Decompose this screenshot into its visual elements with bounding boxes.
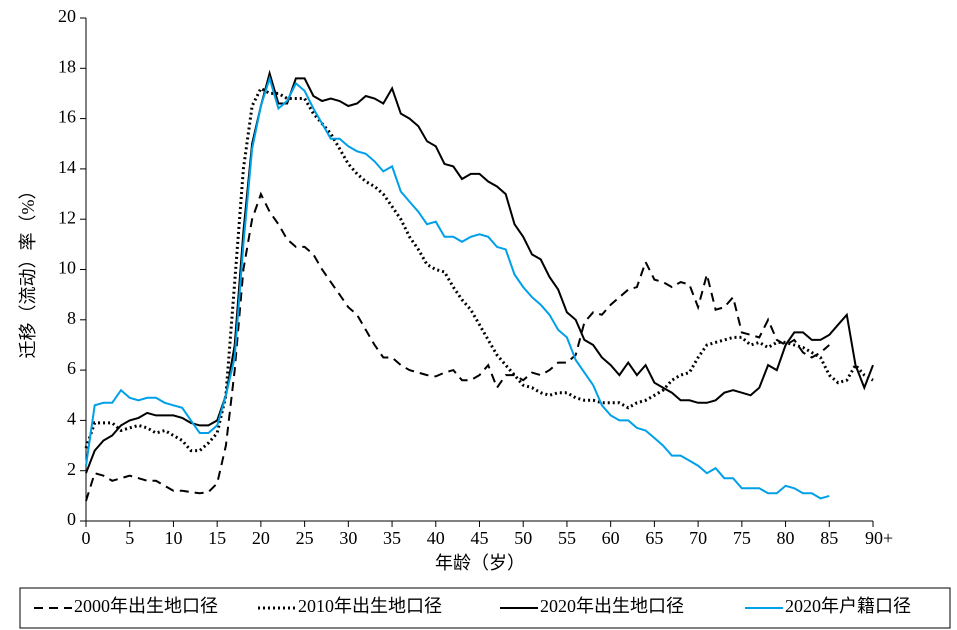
- legend-label: 2010年出生地口径: [298, 596, 442, 616]
- x-tick-label: 90+: [865, 528, 893, 548]
- x-tick-label: 65: [645, 528, 663, 548]
- x-tick-label: 75: [733, 528, 751, 548]
- x-tick-label: 70: [689, 528, 707, 548]
- y-tick-label: 6: [67, 358, 76, 378]
- y-tick-label: 2: [67, 459, 76, 479]
- x-tick-label: 40: [427, 528, 445, 548]
- y-tick-label: 10: [58, 258, 76, 278]
- x-tick-label: 60: [602, 528, 620, 548]
- y-axis-label: 迁移（流动）率（%）: [18, 182, 38, 359]
- y-tick-label: 12: [58, 207, 76, 227]
- x-tick-label: 25: [296, 528, 314, 548]
- y-tick-label: 0: [67, 509, 76, 529]
- x-tick-label: 10: [164, 528, 182, 548]
- y-tick-label: 20: [58, 6, 76, 26]
- series-line: [85, 69, 874, 474]
- x-tick-label: 0: [82, 528, 91, 548]
- x-tick-label: 5: [125, 528, 134, 548]
- x-tick-label: 35: [383, 528, 401, 548]
- y-tick-label: 4: [67, 409, 76, 429]
- legend-label: 2000年出生地口径: [74, 596, 218, 616]
- x-tick-label: 15: [208, 528, 226, 548]
- y-tick-label: 14: [58, 157, 76, 177]
- legend-label: 2020年户籍口径: [785, 596, 911, 616]
- y-tick-label: 18: [58, 56, 76, 76]
- x-tick-label: 30: [339, 528, 357, 548]
- x-tick-label: 80: [777, 528, 795, 548]
- y-tick-label: 8: [67, 308, 76, 328]
- x-tick-label: 55: [558, 528, 576, 548]
- series-line: [84, 86, 874, 453]
- x-tick-label: 45: [471, 528, 489, 548]
- x-tick-label: 20: [252, 528, 270, 548]
- series-line: [85, 191, 830, 502]
- y-tick-label: 16: [58, 107, 76, 127]
- x-axis-label: 年龄（岁）: [435, 553, 525, 573]
- x-tick-label: 85: [820, 528, 838, 548]
- series-line: [85, 74, 830, 500]
- legend-box: [19, 587, 951, 629]
- x-tick-label: 50: [514, 528, 532, 548]
- legend-label: 2020年出生地口径: [540, 596, 684, 616]
